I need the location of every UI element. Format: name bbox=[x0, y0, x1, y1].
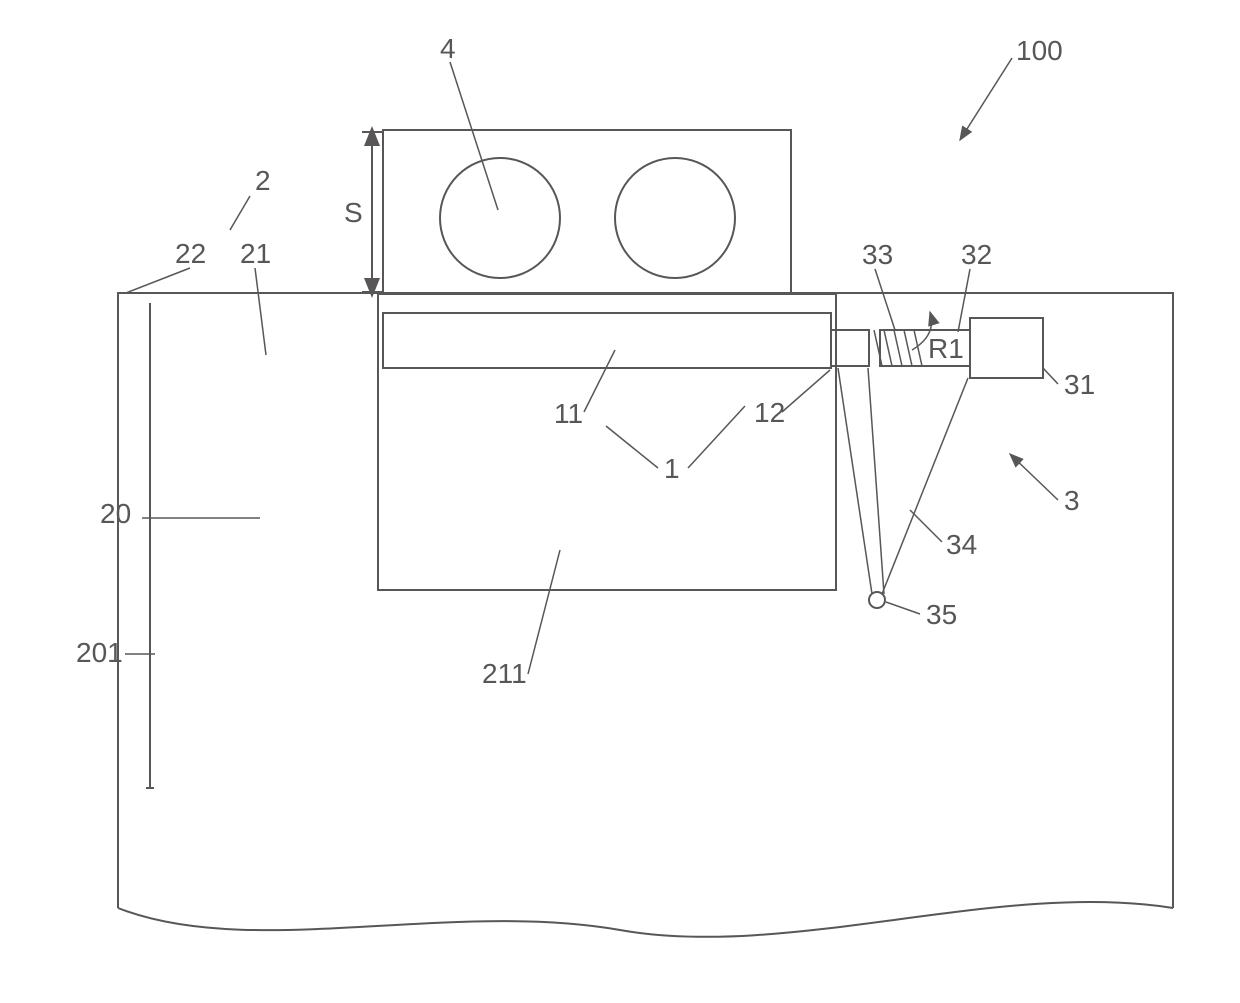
leader-211 bbox=[528, 550, 560, 674]
belt-line-1 bbox=[868, 368, 884, 594]
label-32: 32 bbox=[961, 239, 992, 270]
label-R1: R1 bbox=[928, 333, 964, 364]
leader-3 bbox=[1010, 454, 1058, 500]
leader-4 bbox=[450, 62, 498, 210]
fan-circle-1 bbox=[615, 158, 735, 278]
label-4: 4 bbox=[440, 33, 456, 64]
leader-32 bbox=[958, 269, 970, 332]
label-31: 31 bbox=[1064, 369, 1095, 400]
label-34: 34 bbox=[946, 529, 977, 560]
engineering-diagram: S1004222212020121111112333231R133435 bbox=[0, 0, 1240, 1003]
leader-31 bbox=[1043, 368, 1058, 384]
belt-line-2 bbox=[882, 378, 968, 594]
label-201: 201 bbox=[76, 637, 123, 668]
leader-33 bbox=[875, 269, 895, 330]
tray-rect bbox=[383, 313, 831, 368]
label-3: 3 bbox=[1064, 485, 1080, 516]
leader-100 bbox=[960, 58, 1012, 140]
label-100: 100 bbox=[1016, 35, 1063, 66]
belt-line-0 bbox=[838, 368, 872, 594]
label-20: 20 bbox=[100, 498, 131, 529]
label-12: 12 bbox=[754, 397, 785, 428]
leader-21 bbox=[255, 268, 266, 355]
leader-22 bbox=[126, 268, 190, 293]
fan-circle-0 bbox=[440, 158, 560, 278]
leader-35 bbox=[886, 602, 920, 614]
compartment-rect bbox=[378, 294, 836, 590]
top-housing bbox=[383, 130, 791, 293]
leader-11 bbox=[584, 350, 615, 412]
label-11: 11 bbox=[554, 398, 583, 429]
label-2: 2 bbox=[255, 165, 271, 196]
leader-1 bbox=[606, 426, 658, 468]
label-21: 21 bbox=[240, 238, 271, 269]
dim-label-s: S bbox=[344, 197, 363, 228]
label-33: 33 bbox=[862, 239, 893, 270]
label-1: 1 bbox=[664, 453, 680, 484]
label-35: 35 bbox=[926, 599, 957, 630]
leader-2 bbox=[230, 196, 250, 230]
outer-frame bbox=[118, 293, 1173, 908]
label-22: 22 bbox=[175, 238, 206, 269]
pulley-circle bbox=[869, 592, 885, 608]
motor-block bbox=[970, 318, 1043, 378]
leader-34 bbox=[910, 510, 942, 542]
label-211: 211 bbox=[482, 658, 527, 689]
leader-12 bbox=[782, 370, 830, 412]
bottom-curve bbox=[118, 902, 1173, 937]
